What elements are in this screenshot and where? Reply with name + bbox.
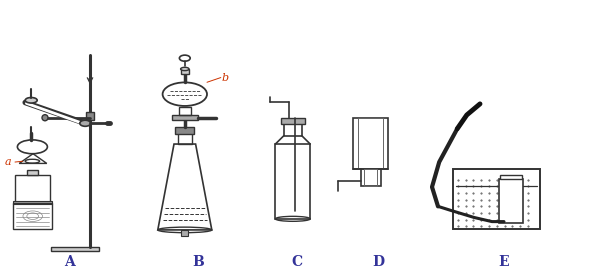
Bar xyxy=(27,170,38,175)
Text: A: A xyxy=(64,255,74,269)
Bar xyxy=(51,247,99,251)
Ellipse shape xyxy=(80,120,91,126)
Bar xyxy=(499,179,523,223)
Ellipse shape xyxy=(25,98,37,103)
Bar xyxy=(181,69,189,74)
Bar xyxy=(364,169,377,186)
Text: a: a xyxy=(4,157,11,167)
Bar xyxy=(179,107,191,115)
Bar xyxy=(500,175,522,179)
Bar xyxy=(86,112,94,120)
Bar xyxy=(175,127,194,134)
Bar xyxy=(178,132,192,144)
Bar xyxy=(172,115,198,120)
Bar xyxy=(275,144,310,219)
Bar xyxy=(13,201,52,204)
Bar xyxy=(361,169,381,186)
Bar xyxy=(284,122,302,136)
Text: D: D xyxy=(372,255,384,269)
Ellipse shape xyxy=(42,115,48,121)
Text: E: E xyxy=(499,255,509,269)
Bar xyxy=(353,118,388,169)
Bar xyxy=(358,118,383,169)
Bar xyxy=(281,118,305,124)
Text: B: B xyxy=(192,255,204,269)
Bar xyxy=(13,203,52,229)
Text: C: C xyxy=(292,255,302,269)
Bar xyxy=(15,175,50,202)
Bar xyxy=(453,169,540,229)
Ellipse shape xyxy=(181,67,189,71)
Bar xyxy=(181,230,188,236)
Text: b: b xyxy=(222,73,229,83)
